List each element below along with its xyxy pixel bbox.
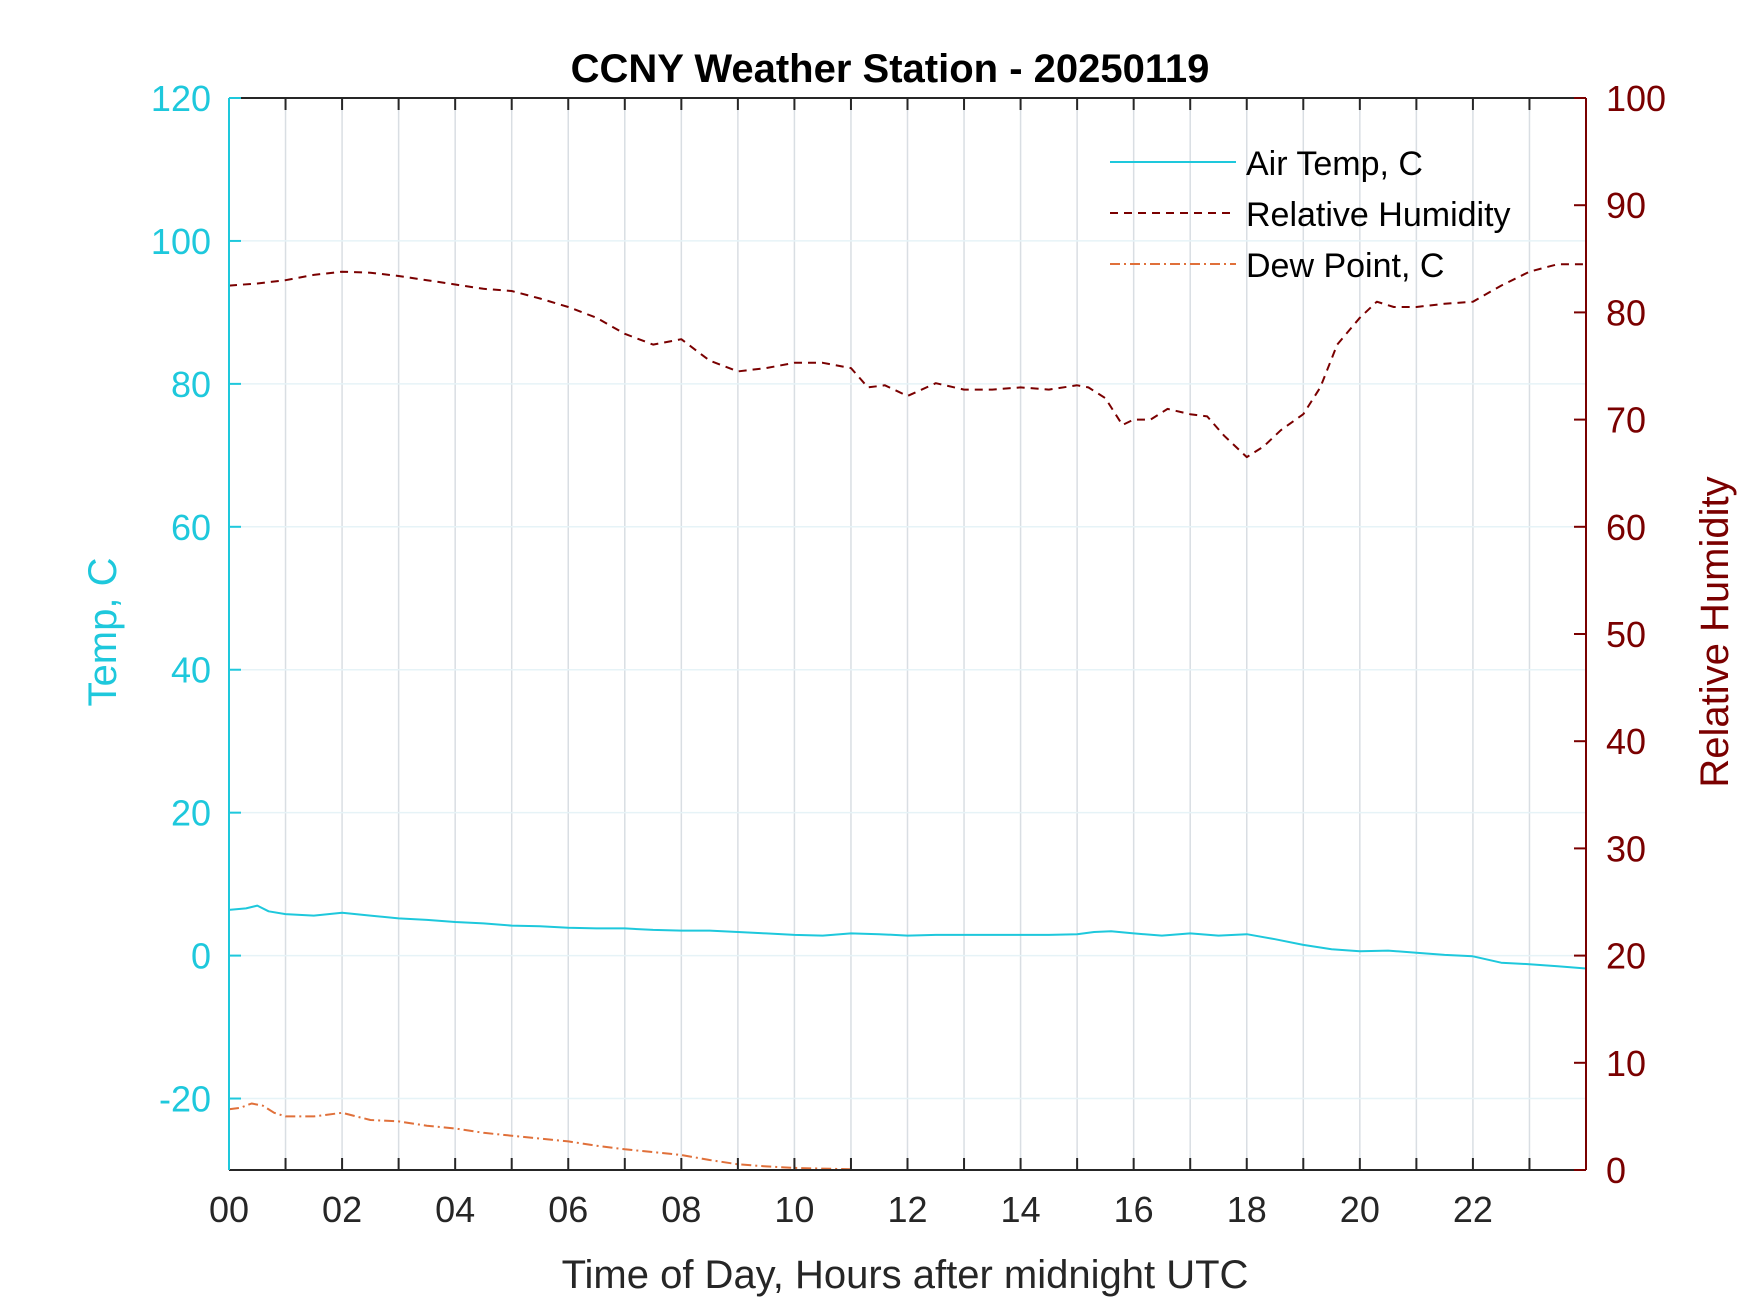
y-left-tick-label: 0 xyxy=(191,936,211,977)
y-right-tick-label: 30 xyxy=(1606,828,1646,869)
y-left-tick-label: 120 xyxy=(151,78,211,119)
y-right-tick-label: 90 xyxy=(1606,185,1646,226)
x-tick-label: 20 xyxy=(1340,1189,1380,1230)
legend-label-relative-humidity: Relative Humidity xyxy=(1246,196,1511,234)
y-left-tick-label: 20 xyxy=(171,793,211,834)
x-tick-label: 00 xyxy=(209,1189,249,1230)
x-tick-label: 04 xyxy=(435,1189,475,1230)
tick-labels: 00 02 04 06 08 10 12 14 16 18 20 22-200204060801001… xyxy=(151,78,1666,1230)
y-axis-right-label: Relative Humidity xyxy=(1693,476,1737,787)
x-tick-label: 18 xyxy=(1227,1189,1267,1230)
x-tick-label: 22 xyxy=(1453,1189,1493,1230)
x-tick-label: 02 xyxy=(322,1189,362,1230)
y-right-tick-label: 20 xyxy=(1606,936,1646,977)
x-tick-label: 06 xyxy=(548,1189,588,1230)
series-line-air-temp-c xyxy=(228,904,1587,970)
x-tick-label: 16 xyxy=(1114,1189,1154,1230)
y-left-tick-label: 80 xyxy=(171,364,211,405)
x-tick-label: 08 xyxy=(661,1189,701,1230)
chart-title: CCNY Weather Station - 20250119 xyxy=(571,47,1210,91)
y-right-tick-label: 60 xyxy=(1606,507,1646,548)
y-right-tick-label: 40 xyxy=(1606,721,1646,762)
y-axis-left-label: Temp, C xyxy=(81,558,125,707)
y-left-tick-label: 60 xyxy=(171,507,211,548)
y-left-tick-label: -20 xyxy=(159,1079,211,1120)
series-lines xyxy=(228,263,1587,1171)
x-tick-label: 14 xyxy=(1001,1189,1041,1230)
legend: Air Temp, C Relative Humidity Dew Point,… xyxy=(1110,145,1511,285)
y-right-tick-label: 0 xyxy=(1606,1150,1626,1191)
y-left-tick-label: 100 xyxy=(151,221,211,262)
x-tick-label: 12 xyxy=(887,1189,927,1230)
legend-label-dew-point: Dew Point, C xyxy=(1246,247,1444,285)
legend-label-air-temp: Air Temp, C xyxy=(1246,145,1423,183)
y-right-tick-label: 10 xyxy=(1606,1043,1646,1084)
y-right-tick-label: 100 xyxy=(1606,78,1666,119)
series-line-relative-humidity xyxy=(228,263,1586,459)
y-right-tick-label: 50 xyxy=(1606,614,1646,655)
y-right-tick-label: 80 xyxy=(1606,292,1646,333)
series-line-dew-point-c xyxy=(228,1102,852,1171)
x-tick-label: 10 xyxy=(774,1189,814,1230)
y-left-tick-label: 40 xyxy=(171,650,211,691)
x-axis-label: Time of Day, Hours after midnight UTC xyxy=(562,1253,1249,1297)
axes xyxy=(228,97,1587,1171)
y-right-tick-label: 70 xyxy=(1606,400,1646,441)
